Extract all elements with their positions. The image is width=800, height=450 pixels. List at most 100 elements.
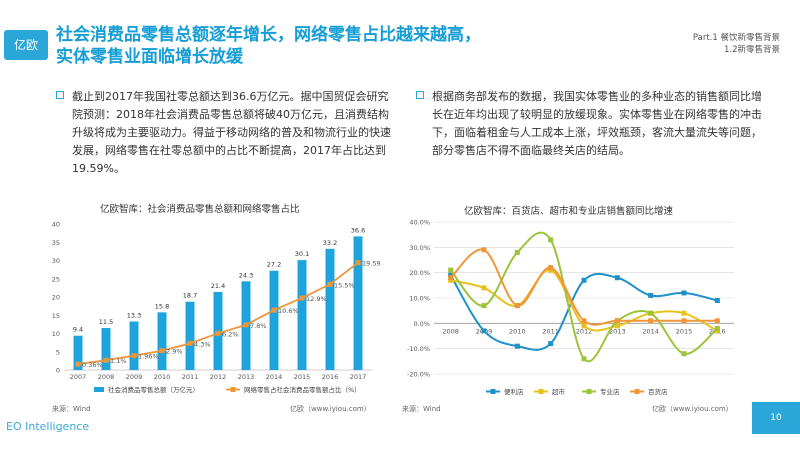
breadcrumb: Part.1 餐饮新零售背景 1.2新零售背景 [693, 32, 780, 56]
y-tick-label: 40.0% [409, 219, 430, 227]
x-tick-label: 2014 [266, 373, 283, 381]
share-value-label: 1.96% [138, 353, 159, 361]
y-tick-label: 10 [52, 330, 60, 338]
bar [297, 260, 307, 370]
x-tick-label: 2008 [442, 327, 459, 335]
share-value-label: 15.5% [334, 281, 355, 289]
brand-logo: 亿欧 [4, 30, 48, 60]
series-marker [514, 303, 520, 309]
share-marker [271, 307, 277, 313]
share-value-label: 0.36% [82, 361, 103, 369]
bar [73, 335, 83, 370]
series-marker [681, 310, 687, 316]
y-tick-label: 20.0% [409, 269, 430, 277]
x-tick-label: 2013 [238, 373, 255, 381]
bar-value-label: 11.5 [99, 318, 113, 326]
x-tick-label: 2016 [322, 373, 339, 381]
series-marker [614, 318, 620, 324]
legend-marker [586, 389, 592, 394]
y-tick-label: 30.0% [409, 244, 430, 252]
right-bullet: 根据商务部发布的数据，我国实体零售业的多种业态的销售额同比增长在近年均出现了较明… [416, 88, 766, 188]
bar [325, 248, 335, 370]
share-value-label: 7.8% [250, 322, 267, 330]
x-tick-label: 2014 [642, 327, 659, 335]
series-marker [548, 267, 554, 273]
series-marker [448, 277, 454, 283]
breadcrumb-section: 1.2新零售背景 [723, 45, 780, 55]
x-tick-label: 2017 [350, 373, 367, 381]
legend-marker [634, 389, 640, 394]
x-tick-label: 2009 [126, 373, 143, 381]
share-value-label: 12.9% [306, 295, 327, 303]
bar [269, 270, 279, 370]
bar [101, 328, 111, 370]
x-tick-label: 2013 [609, 327, 626, 335]
legend-line-marker [230, 387, 236, 392]
share-marker [327, 281, 333, 287]
series-marker [681, 318, 687, 324]
series-marker [481, 303, 487, 309]
legend-bar-label: 社会消费品零售总额（万亿元） [108, 385, 199, 394]
left-bullet-text: 截止到2017年我国社零总额达到36.6万亿元。据中国贸促会研究院预测：2018… [72, 90, 391, 175]
series-marker [448, 275, 454, 281]
right-bullet-text: 根据商务部发布的数据，我国实体零售业的多种业态的销售额同比增长在近年均出现了较明… [432, 90, 762, 157]
series-marker [714, 325, 720, 331]
share-value-label: 4.3% [194, 340, 211, 348]
legend-marker [490, 389, 496, 394]
legend-label: 专业店 [600, 387, 620, 396]
share-marker [159, 348, 165, 354]
series-marker [448, 272, 454, 278]
series-marker [681, 290, 687, 296]
share-value-label: 1.1% [110, 357, 127, 365]
series-marker [481, 285, 487, 291]
series-marker [714, 298, 720, 304]
series-marker [648, 292, 654, 298]
x-tick-label: 2010 [154, 373, 171, 381]
title-line-2: 实体零售业面临增长放缓 [56, 47, 243, 67]
share-marker [299, 295, 305, 301]
series-marker [581, 277, 587, 283]
bar-value-label: 9.4 [73, 326, 83, 334]
footer-brand: EO Intelligence [6, 420, 90, 433]
series-marker [581, 318, 587, 324]
left-source: 来源：Wind [52, 405, 91, 413]
legend-label: 超市 [552, 387, 566, 396]
share-marker [243, 322, 249, 328]
share-marker [75, 361, 81, 367]
right-source: 来源：Wind [402, 405, 441, 413]
bar-line-chart: 0 5 10 15 20 25 30 35 40 9.4 2007 11.5 2008 13.3 2009 1… [52, 221, 380, 395]
share-marker [103, 357, 109, 363]
bullet-square-icon [416, 91, 424, 99]
y-tick-label: 0 [56, 367, 60, 375]
share-value-label: 10.6% [278, 307, 299, 315]
bar-value-label: 33.2 [323, 239, 337, 247]
bar-value-label: 13.3 [127, 311, 141, 319]
right-chart-title: 亿欧智库：百货店、超市和专业店销售额同比增速 [464, 206, 674, 217]
bar [129, 321, 139, 370]
series-marker [548, 265, 554, 271]
bar [353, 236, 363, 370]
x-tick-label: 2012 [210, 373, 227, 381]
series-marker [548, 341, 554, 347]
y-tick-label: 15 [52, 312, 60, 320]
series-marker [648, 318, 654, 324]
x-tick-label: 2011 [182, 373, 199, 381]
bar-value-label: 15.8 [155, 302, 169, 310]
x-tick-label: 2015 [294, 373, 311, 381]
x-tick-label: 2015 [676, 327, 693, 335]
left-chart-title: 亿欧智库：社会消费品零售总额和网络零售占比 [100, 204, 300, 215]
bar-value-label: 18.7 [183, 292, 197, 300]
y-tick-label: -10.0% [407, 345, 430, 353]
series-marker [681, 351, 687, 357]
share-marker [355, 260, 361, 266]
bar-value-label: 30.1 [295, 250, 309, 258]
left-source-site: 亿欧（www.iyiou.com） [290, 405, 371, 413]
series-marker [648, 310, 654, 316]
series-marker [714, 318, 720, 324]
x-tick-label: 2011 [542, 327, 559, 335]
series-line [449, 231, 718, 363]
bar-value-label: 21.4 [211, 282, 225, 290]
share-value-label: 6.2% [222, 330, 239, 338]
bar-value-label: 27.2 [267, 261, 281, 269]
share-marker [215, 330, 221, 336]
